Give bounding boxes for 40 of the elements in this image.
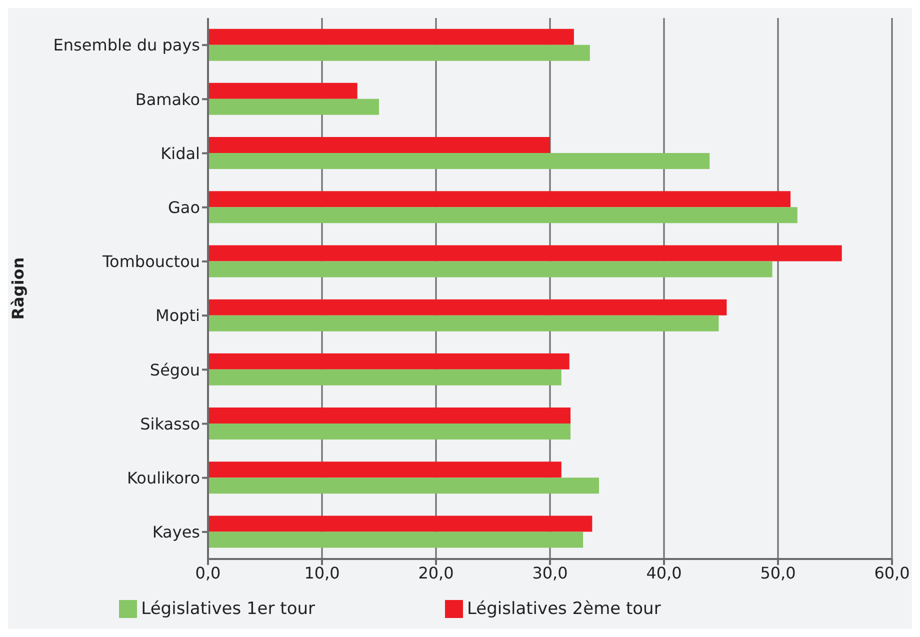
- y-tick-label: Bamako: [135, 90, 200, 109]
- bar: [208, 245, 842, 262]
- bar: [208, 478, 600, 494]
- y-tick-label: Ensemble du pays: [53, 36, 200, 55]
- x-tick-label: 20,0: [418, 563, 454, 582]
- bar: [208, 98, 379, 115]
- y-tick-label: Mopti: [156, 306, 200, 326]
- y-tick-label: Koulikoro: [126, 468, 200, 488]
- bar: [208, 153, 710, 170]
- x-tick-label: 60,0: [874, 563, 910, 582]
- bar: [208, 532, 584, 548]
- legend-label: Législatives 2ème tour: [466, 599, 661, 619]
- bar: [208, 44, 590, 61]
- x-tick-label: 50,0: [760, 563, 796, 582]
- bar: [208, 261, 772, 278]
- x-tick-label: 10,0: [304, 563, 340, 582]
- legend-label: Législatives 1er tour: [141, 599, 315, 619]
- bar: [208, 191, 791, 208]
- y-tick-label: Kayes: [152, 522, 200, 542]
- x-tick-label: 0,0: [195, 563, 221, 582]
- bar: [208, 424, 571, 440]
- bar: [208, 299, 727, 316]
- bar: [208, 82, 358, 99]
- bar: [208, 207, 798, 224]
- bar: [208, 315, 719, 332]
- y-tick-label: Tombouctou: [101, 252, 200, 272]
- bar: [208, 369, 562, 386]
- bar: [208, 462, 562, 478]
- bar: [208, 353, 570, 370]
- bar: [208, 137, 550, 154]
- y-tick-label: Ségou: [150, 360, 200, 380]
- y-tick-label: Sikasso: [140, 414, 200, 434]
- bar: [208, 28, 574, 45]
- bar: [208, 408, 571, 424]
- x-tick-label: 40,0: [646, 563, 682, 582]
- y-tick-label: Kidal: [160, 144, 200, 163]
- y-tick-label: Gao: [168, 198, 200, 218]
- bar: [208, 516, 592, 532]
- y-axis-title: Ràgion: [8, 257, 28, 320]
- x-tick-label: 30,0: [532, 563, 568, 582]
